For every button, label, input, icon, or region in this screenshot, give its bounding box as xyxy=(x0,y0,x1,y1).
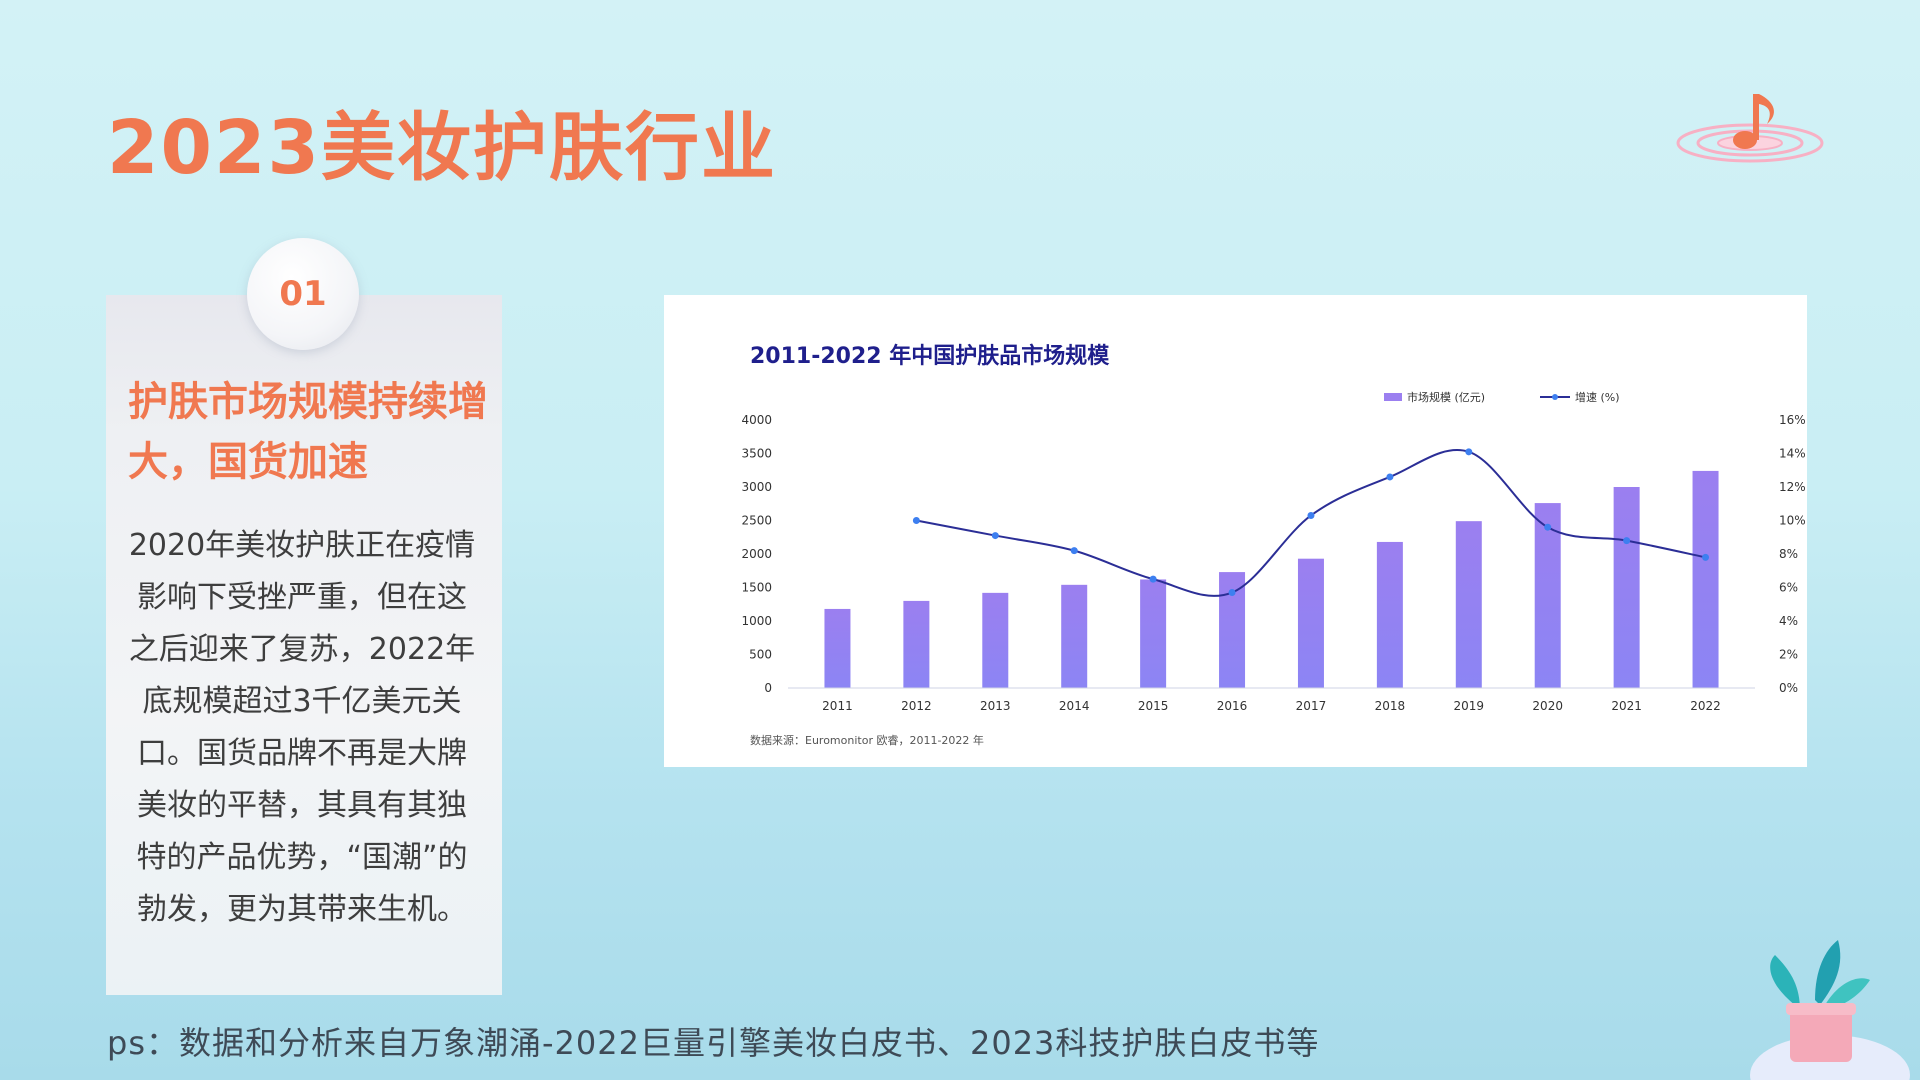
x-tick-label: 2022 xyxy=(1690,699,1721,713)
chart-panel: 2011-2022 年中国护肤品市场规模市场规模 (亿元) 增速 (%) 0 500 1… xyxy=(664,295,1807,767)
growth-rate-point xyxy=(1465,448,1473,456)
growth-rate-point xyxy=(991,532,999,540)
potted-plant-icon xyxy=(1750,940,1910,1080)
growth-rate-point xyxy=(912,517,920,524)
bar xyxy=(1061,584,1088,688)
bar xyxy=(1692,470,1719,688)
y-left-tick-label: 1000 xyxy=(741,614,772,628)
x-tick-label: 2015 xyxy=(1138,699,1169,713)
growth-rate-point xyxy=(1307,511,1315,519)
y-left-tick-label: 3500 xyxy=(741,447,772,461)
x-tick-label: 2011 xyxy=(822,699,853,713)
y-right-tick-label: 2% xyxy=(1779,648,1798,662)
growth-rate-point xyxy=(1623,537,1631,545)
music-note-icon xyxy=(1676,94,1824,163)
chart-source-note: 数据来源：Euromonitor 欧睿，2011-2022 年 xyxy=(750,733,984,747)
bar xyxy=(903,600,930,688)
y-left-tick-label: 0 xyxy=(764,681,772,695)
growth-rate-point xyxy=(1228,589,1236,597)
legend-bar-label: 市场规模 (亿元) xyxy=(1407,390,1485,404)
growth-rate-point xyxy=(1386,473,1394,481)
legend-bar-swatch xyxy=(1384,393,1402,401)
bar xyxy=(1534,503,1561,688)
x-tick-label: 2020 xyxy=(1532,699,1563,713)
legend-line-marker xyxy=(1552,394,1558,400)
x-tick-label: 2014 xyxy=(1059,699,1090,713)
y-right-tick-label: 12% xyxy=(1779,480,1806,494)
y-right-tick-label: 0% xyxy=(1779,681,1798,695)
x-tick-label: 2018 xyxy=(1375,699,1406,713)
y-right-tick-label: 8% xyxy=(1779,547,1798,561)
bar xyxy=(1297,558,1324,688)
y-left-tick-label: 4000 xyxy=(741,413,772,427)
y-left-tick-label: 2000 xyxy=(741,547,772,561)
growth-rate-point xyxy=(1544,523,1552,531)
y-right-tick-label: 16% xyxy=(1779,413,1806,427)
x-tick-label: 2016 xyxy=(1217,699,1248,713)
bar xyxy=(1455,521,1482,688)
y-left-tick-label: 3000 xyxy=(741,480,772,494)
growth-rate-point xyxy=(1702,553,1710,561)
info-card xyxy=(106,295,502,995)
footnote: ps：数据和分析来自万象潮涌-2022巨量引擎美妆白皮书、2023科技护肤白皮书… xyxy=(107,1024,1320,1062)
page-title: 2023美妆护肤行业 xyxy=(107,105,777,191)
bar xyxy=(1140,579,1167,688)
bar xyxy=(1376,541,1403,688)
y-left-tick-label: 2500 xyxy=(741,514,772,528)
legend-line-label: 增速 (%) xyxy=(1575,390,1620,404)
x-tick-label: 2012 xyxy=(901,699,932,713)
y-left-tick-label: 1500 xyxy=(741,581,772,595)
bar xyxy=(982,592,1009,688)
y-left-tick-label: 500 xyxy=(749,648,772,662)
card-heading: 护肤市场规模持续增大，国货加速 xyxy=(128,379,488,485)
growth-rate-point xyxy=(1149,575,1157,583)
y-right-tick-label: 4% xyxy=(1779,614,1798,628)
x-tick-label: 2013 xyxy=(980,699,1011,713)
growth-rate-point xyxy=(1070,547,1078,555)
card-body-text: 2020年美妆护肤正在疫情影响下受挫严重，但在这之后迎来了复苏，2022年底规模… xyxy=(128,528,476,927)
x-tick-label: 2017 xyxy=(1296,699,1327,713)
y-right-tick-label: 6% xyxy=(1779,581,1798,595)
y-right-tick-label: 14% xyxy=(1779,447,1806,461)
y-right-tick-label: 10% xyxy=(1779,514,1806,528)
x-tick-label: 2019 xyxy=(1454,699,1485,713)
x-tick-label: 2021 xyxy=(1611,699,1642,713)
chart-title: 2011-2022 年中国护肤品市场规模 xyxy=(750,343,1110,369)
bar xyxy=(1613,487,1640,688)
section-number-badge: 01 xyxy=(247,238,359,350)
bar xyxy=(824,608,851,688)
